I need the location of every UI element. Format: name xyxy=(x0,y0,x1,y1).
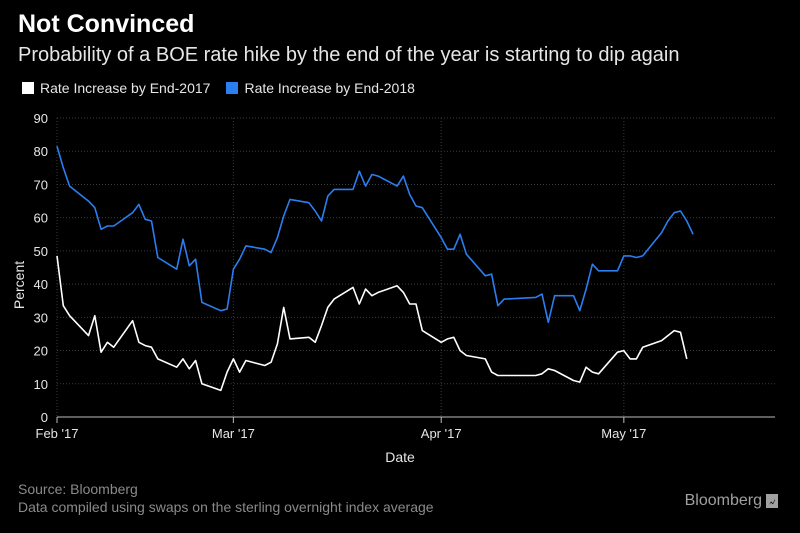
legend-label-end-2018: Rate Increase by End-2018 xyxy=(244,80,415,96)
legend-swatch-end-2018 xyxy=(226,82,239,94)
gridlines xyxy=(56,117,775,418)
y-tick-label: 40 xyxy=(34,277,48,292)
chart-title: Not Convinced xyxy=(18,10,195,38)
series-lines xyxy=(56,145,694,392)
series-line-end-2017 xyxy=(56,255,688,392)
y-tick-label: 70 xyxy=(34,177,48,192)
x-axis-ticks: Feb '17 Mar '17 Apr '17 May '17 xyxy=(36,417,646,441)
data-note: Data compiled using swaps on the sterlin… xyxy=(18,499,434,515)
y-tick-label: 30 xyxy=(34,310,48,325)
x-tick-label: Feb '17 xyxy=(36,426,79,441)
x-axis-label: Date xyxy=(385,449,415,465)
y-tick-label: 60 xyxy=(34,211,48,226)
x-tick-label: Apr '17 xyxy=(421,426,462,441)
y-tick-label: 20 xyxy=(34,344,48,359)
source-note: Source: Bloomberg xyxy=(18,481,138,497)
footer: Source: Bloomberg Data compiled using sw… xyxy=(18,480,434,516)
y-axis-ticks: 0 10 20 30 40 50 60 70 80 90 xyxy=(34,111,48,425)
brand-logo: Bloomberg xyxy=(685,492,778,510)
y-tick-label: 80 xyxy=(34,144,48,159)
series-line-end-2018 xyxy=(56,145,694,324)
legend-item-end-2017: Rate Increase by End-2017 xyxy=(22,80,210,96)
chart-subtitle: Probability of a BOE rate hike by the en… xyxy=(18,44,680,66)
x-tick-label: Mar '17 xyxy=(212,426,255,441)
brand-name: Bloomberg xyxy=(684,492,762,509)
x-tick-label: May '17 xyxy=(601,426,646,441)
y-tick-label: 90 xyxy=(34,111,48,126)
y-tick-label: 50 xyxy=(34,244,48,259)
y-tick-label: 10 xyxy=(34,377,48,392)
legend-swatch-end-2017 xyxy=(22,82,34,94)
legend-item-end-2018: Rate Increase by End-2018 xyxy=(226,80,415,96)
y-tick-label: 0 xyxy=(41,410,48,425)
y-axis-label: Percent xyxy=(11,261,27,309)
legend: Rate Increase by End-2017 Rate Increase … xyxy=(22,80,431,96)
chart-icon xyxy=(766,494,778,508)
legend-label-end-2017: Rate Increase by End-2017 xyxy=(40,80,211,96)
